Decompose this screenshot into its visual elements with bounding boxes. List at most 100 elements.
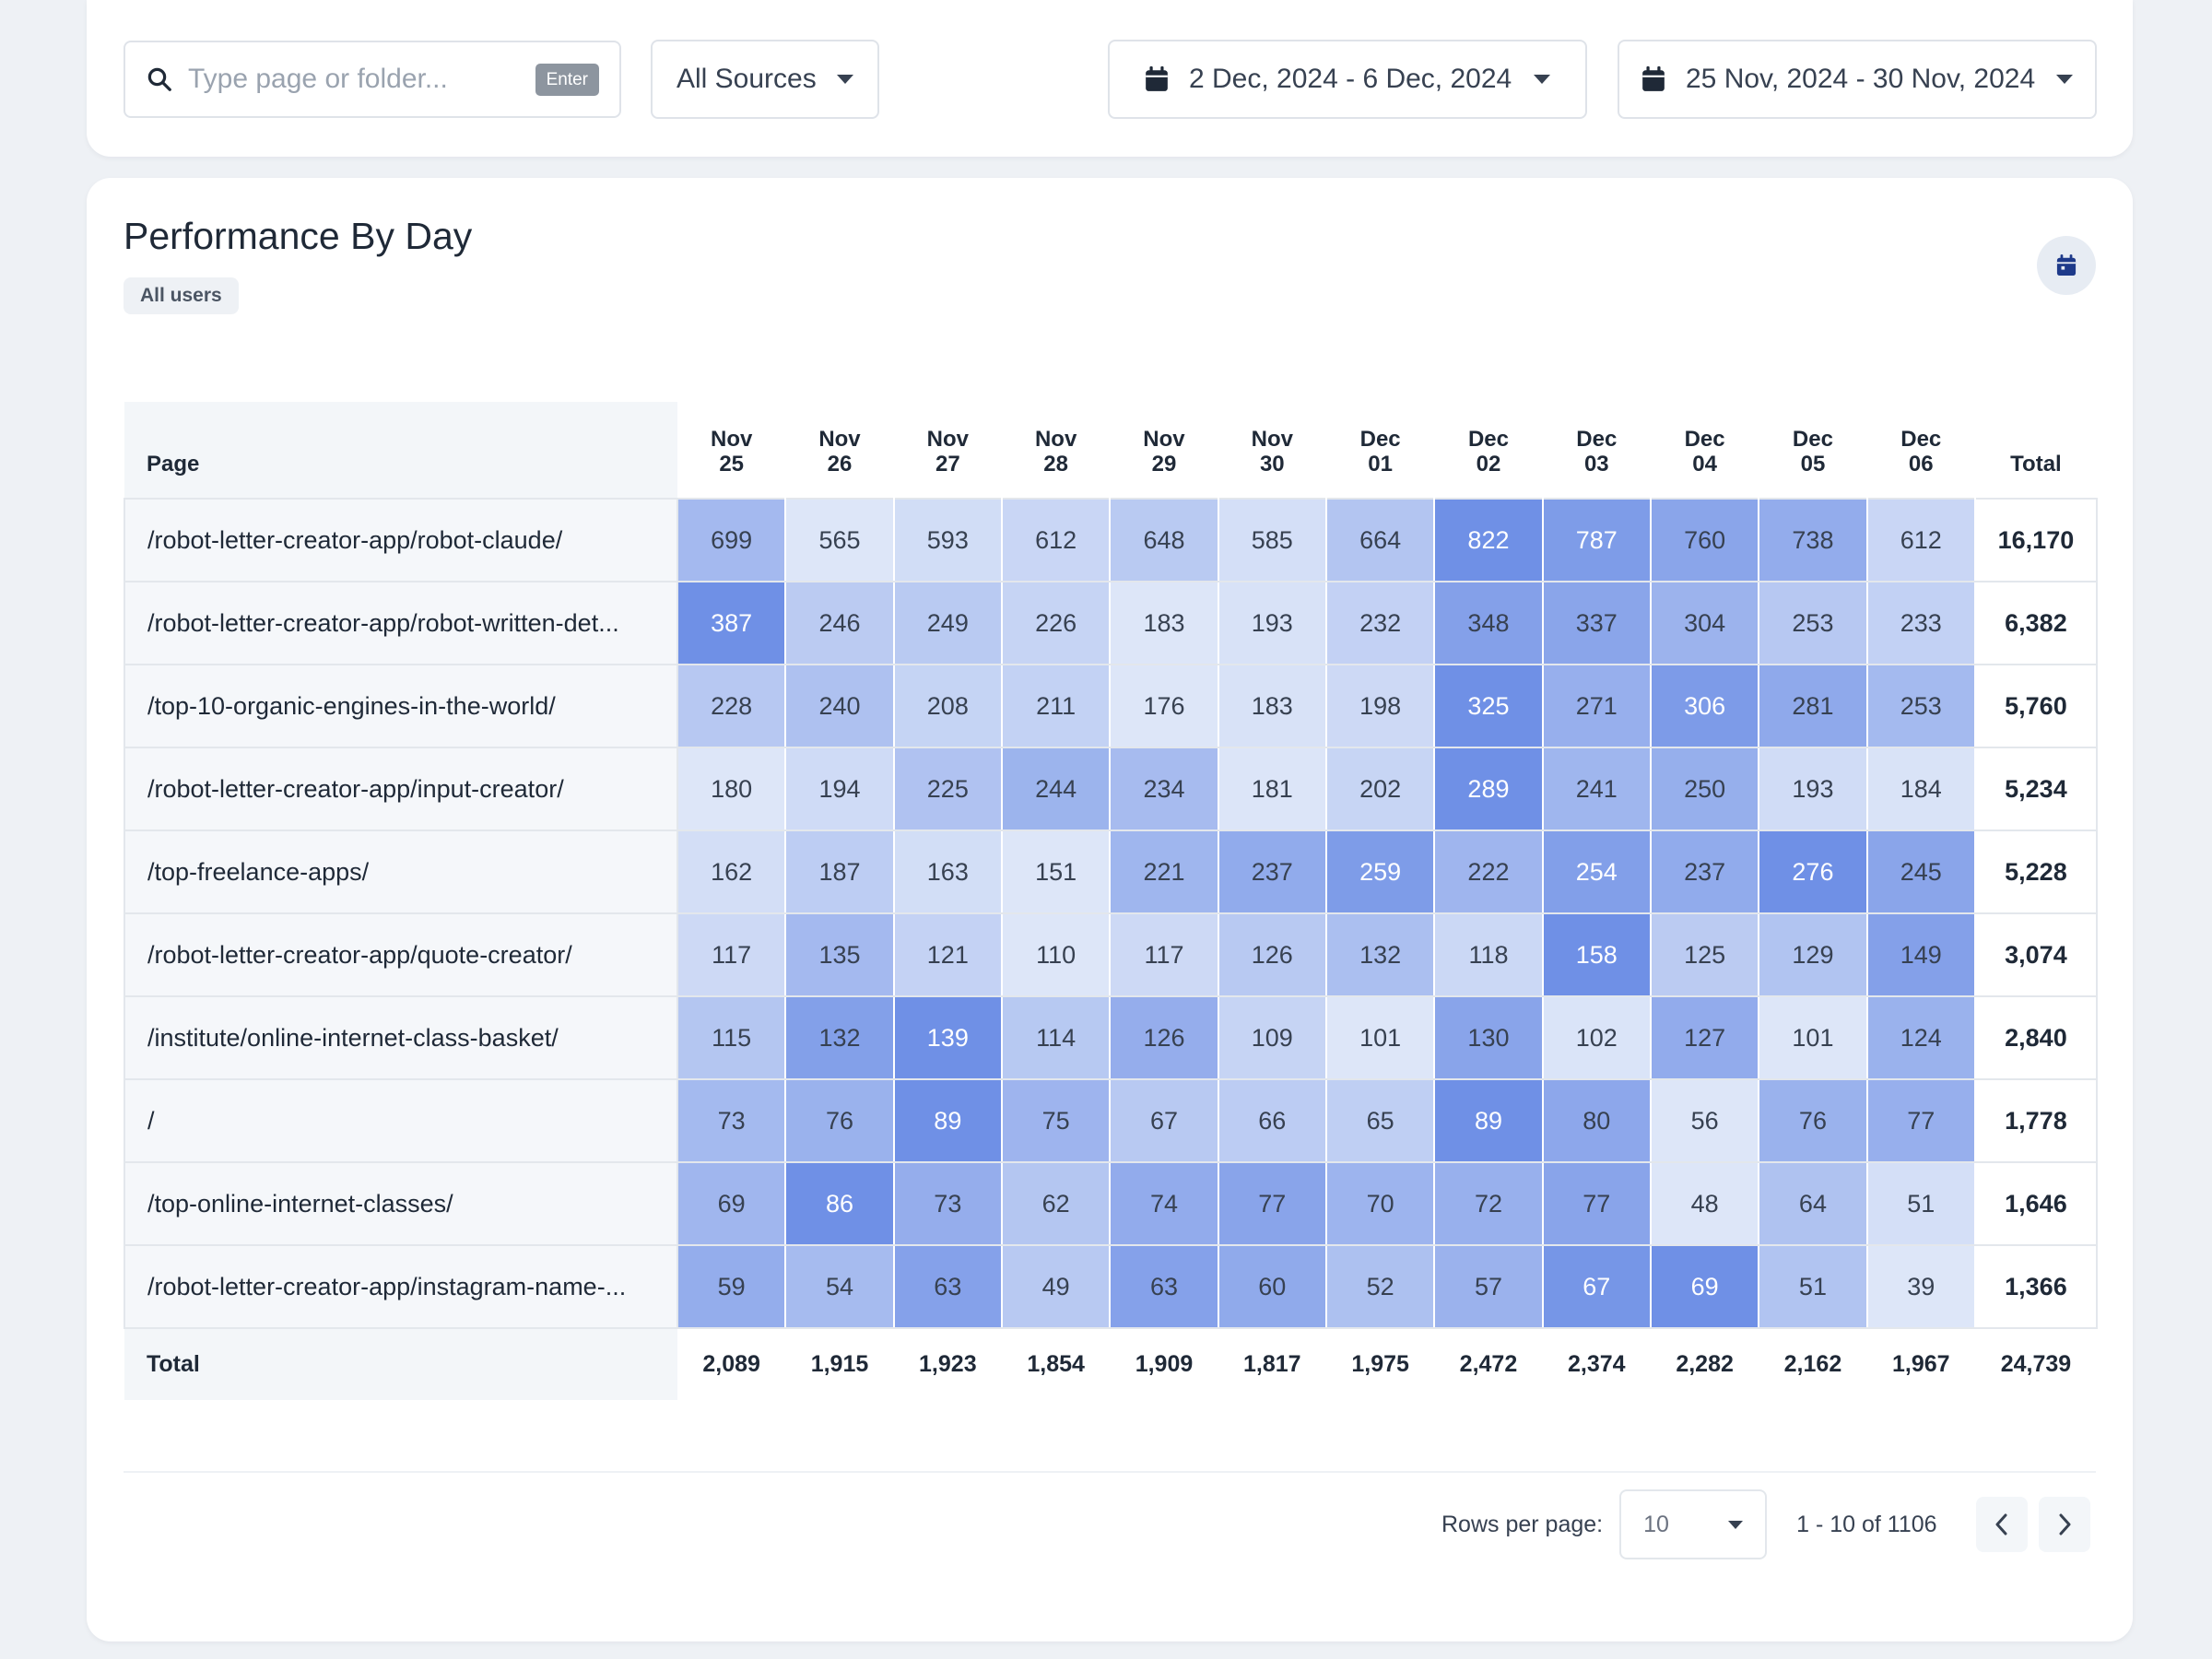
column-header-day[interactable]: Dec 04 <box>1651 402 1759 499</box>
compare-date-range-picker[interactable]: 25 Nov, 2024 - 30 Nov, 2024 <box>1618 40 2097 119</box>
column-header-total[interactable]: Total <box>2010 452 2062 477</box>
column-header-day[interactable]: Nov 27 <box>894 402 1002 499</box>
source-filter-dropdown[interactable]: All Sources <box>651 40 879 119</box>
column-header-date: 02 <box>1476 452 1501 477</box>
page-path-cell[interactable]: /robot-letter-creator-app/quote-creator/ <box>124 913 678 997</box>
page-path-cell[interactable]: /robot-letter-creator-app/robot-written-… <box>124 582 678 665</box>
chevron-down-icon <box>2056 75 2073 84</box>
heatmap-cell: 184 <box>1866 747 1976 831</box>
column-header-day[interactable]: Dec 03 <box>1543 402 1651 499</box>
column-header-date: 04 <box>1692 452 1717 477</box>
heatmap-cell: 222 <box>1434 830 1544 914</box>
calendar-icon <box>2056 254 2077 276</box>
heatmap-cell: 337 <box>1542 582 1652 665</box>
heatmap-cell: 74 <box>1110 1162 1219 1246</box>
heatmap-cell: 54 <box>785 1245 895 1329</box>
performance-table: Page Nov 25 Nov 26 Nov 27 Nov 28 Nov 29 Nov 30 Dec 01… <box>124 402 2098 1400</box>
column-header-date: 06 <box>1908 452 1934 477</box>
column-header-day[interactable]: Nov 26 <box>785 402 893 499</box>
column-header-month: Nov <box>710 426 753 452</box>
search-input[interactable]: Type page or folder... Enter <box>124 41 621 118</box>
row-total-cell: 1,778 <box>1973 1079 2098 1163</box>
heatmap-cell: 225 <box>893 747 1003 831</box>
column-header-day[interactable]: Dec 06 <box>1867 402 1975 499</box>
heatmap-cell: 77 <box>1866 1079 1976 1163</box>
filter-bar: Type page or folder... Enter All Sources… <box>87 0 2133 157</box>
totals-row: Total 2,089 1,915 1,923 1,854 1,909 1,817 1,97… <box>124 1328 2097 1400</box>
heatmap-cell: 211 <box>1001 665 1112 748</box>
column-total-cell: 2,282 <box>1676 1351 1734 1377</box>
heatmap-cell: 65 <box>1325 1079 1436 1163</box>
column-header-day[interactable]: Dec 01 <box>1326 402 1434 499</box>
column-header-day[interactable]: Dec 05 <box>1759 402 1866 499</box>
page-path-cell[interactable]: /robot-letter-creator-app/input-creator/ <box>124 747 678 831</box>
heatmap-cell: 760 <box>1650 498 1760 582</box>
page-path-cell[interactable]: /robot-letter-creator-app/robot-claude/ <box>124 498 678 582</box>
row-total-cell: 3,074 <box>1973 913 2098 997</box>
heatmap-cell: 76 <box>785 1079 895 1163</box>
heatmap-cell: 132 <box>785 996 895 1080</box>
heatmap-cell: 126 <box>1110 996 1219 1080</box>
heatmap-cell: 250 <box>1650 747 1760 831</box>
heatmap-cell: 244 <box>1001 747 1112 831</box>
column-header-day[interactable]: Nov 30 <box>1218 402 1326 499</box>
row-total-cell: 5,760 <box>1973 665 2098 748</box>
column-header-day[interactable]: Nov 29 <box>1110 402 1218 499</box>
table-row[interactable]: /robot-letter-creator-app/robot-written-… <box>124 582 2098 665</box>
rows-per-page-select[interactable]: 10 <box>1619 1489 1768 1559</box>
table-row[interactable]: /top-online-internet-classes/69 86 73 62 74 7… <box>124 1162 2098 1246</box>
page-path-cell[interactable]: /top-freelance-apps/ <box>124 830 678 914</box>
table-row[interactable]: /top-10-organic-engines-in-the-world/228… <box>124 665 2098 748</box>
column-header-day[interactable]: Nov 25 <box>677 402 785 499</box>
calendar-button[interactable] <box>2037 236 2096 295</box>
table-row[interactable]: /robot-letter-creator-app/input-creator/… <box>124 747 2098 831</box>
date-range-picker[interactable]: 2 Dec, 2024 - 6 Dec, 2024 <box>1108 40 1587 119</box>
heatmap-cell: 69 <box>677 1162 787 1246</box>
performance-card: Performance By Day All users Page Nov 25 N… <box>87 178 2133 1641</box>
heatmap-cell: 70 <box>1325 1162 1436 1246</box>
heatmap-cell: 289 <box>1434 747 1544 831</box>
column-header-day[interactable]: Dec 02 <box>1434 402 1542 499</box>
heatmap-cell: 101 <box>1759 996 1868 1080</box>
heatmap-cell: 149 <box>1866 913 1976 997</box>
row-total-cell: 16,170 <box>1973 498 2098 582</box>
column-header-day[interactable]: Nov 28 <box>1002 402 1110 499</box>
table-row[interactable]: /robot-letter-creator-app/instagram-name… <box>124 1245 2098 1329</box>
table-row[interactable]: /robot-letter-creator-app/robot-claude/6… <box>124 498 2098 582</box>
page-path-cell[interactable]: /robot-letter-creator-app/instagram-name… <box>124 1245 678 1329</box>
heatmap-cell: 121 <box>893 913 1003 997</box>
heatmap-cell: 198 <box>1325 665 1436 748</box>
next-page-button[interactable] <box>2038 1497 2090 1552</box>
heatmap-cell: 139 <box>893 996 1003 1080</box>
table-row[interactable]: /73 76 89 75 67 66 65 89 80 56 76 77 1,778 <box>124 1079 2098 1163</box>
heatmap-cell: 77 <box>1218 1162 1327 1246</box>
heatmap-cell: 56 <box>1650 1079 1760 1163</box>
column-header-month: Dec <box>1792 426 1833 452</box>
date-range-value: 2 Dec, 2024 - 6 Dec, 2024 <box>1189 64 1512 94</box>
heatmap-cell: 51 <box>1866 1162 1976 1246</box>
pagination-range: 1 - 10 of 1106 <box>1796 1511 1937 1537</box>
heatmap-cell: 387 <box>677 582 787 665</box>
heatmap-cell: 72 <box>1434 1162 1544 1246</box>
page-path-cell[interactable]: / <box>124 1079 678 1163</box>
heatmap-cell: 73 <box>677 1079 787 1163</box>
column-header-page[interactable]: Page <box>124 402 677 499</box>
previous-page-button[interactable] <box>1975 1497 2028 1552</box>
row-total-cell: 6,382 <box>1973 582 2098 665</box>
column-header-date: 29 <box>1151 452 1177 477</box>
heatmap-cell: 52 <box>1325 1245 1436 1329</box>
heatmap-cell: 62 <box>1001 1162 1112 1246</box>
column-header-month: Dec <box>1900 426 1942 452</box>
column-total-cell: 1,909 <box>1135 1351 1194 1377</box>
heatmap-cell: 612 <box>1001 498 1112 582</box>
page-path-cell[interactable]: /top-online-internet-classes/ <box>124 1162 678 1246</box>
page-path-cell[interactable]: /top-10-organic-engines-in-the-world/ <box>124 665 678 748</box>
heatmap-cell: 241 <box>1542 747 1652 831</box>
table-row[interactable]: /robot-letter-creator-app/quote-creator/… <box>124 913 2098 997</box>
chevron-down-icon <box>1728 1520 1744 1529</box>
table-row[interactable]: /top-freelance-apps/162 187 163 151 221 237 25… <box>124 830 2098 914</box>
heatmap-cell: 585 <box>1218 498 1327 582</box>
heatmap-cell: 64 <box>1759 1162 1868 1246</box>
page-path-cell[interactable]: /institute/online-internet-class-basket/ <box>124 996 678 1080</box>
table-row[interactable]: /institute/online-internet-class-basket/… <box>124 996 2098 1080</box>
